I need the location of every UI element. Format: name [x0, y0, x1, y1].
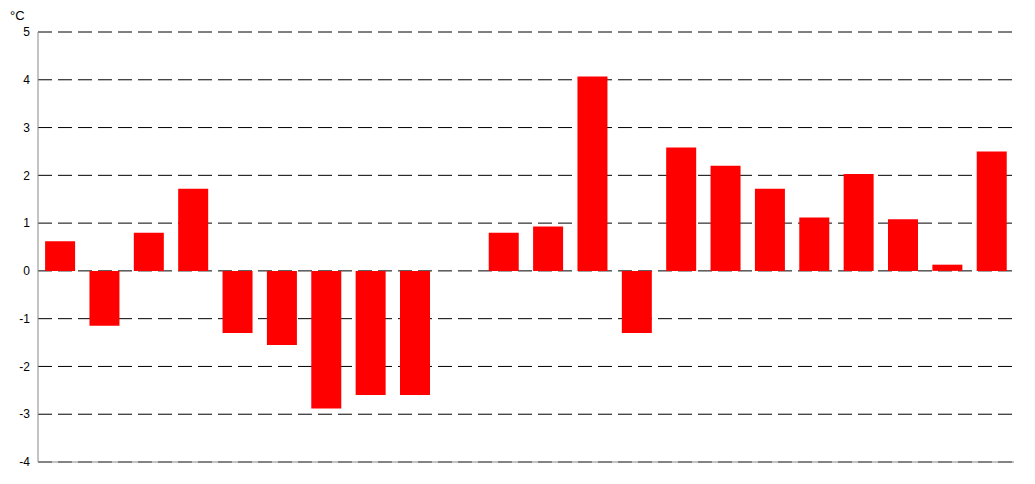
- html-text:°C: °C: [10, 8, 25, 23]
- svg-text:-1: -1: [19, 312, 30, 326]
- svg-text:1: 1: [23, 216, 30, 230]
- svg-text:5: 5: [23, 25, 30, 39]
- svg-text:3: 3: [23, 121, 30, 135]
- svg-text:2: 2: [23, 169, 30, 183]
- svg-text:-3: -3: [19, 407, 30, 421]
- svg-text:4: 4: [23, 73, 30, 87]
- svg-text:-2: -2: [19, 360, 30, 374]
- svg-text:-4: -4: [19, 455, 30, 469]
- svg-text:0: 0: [23, 264, 30, 278]
